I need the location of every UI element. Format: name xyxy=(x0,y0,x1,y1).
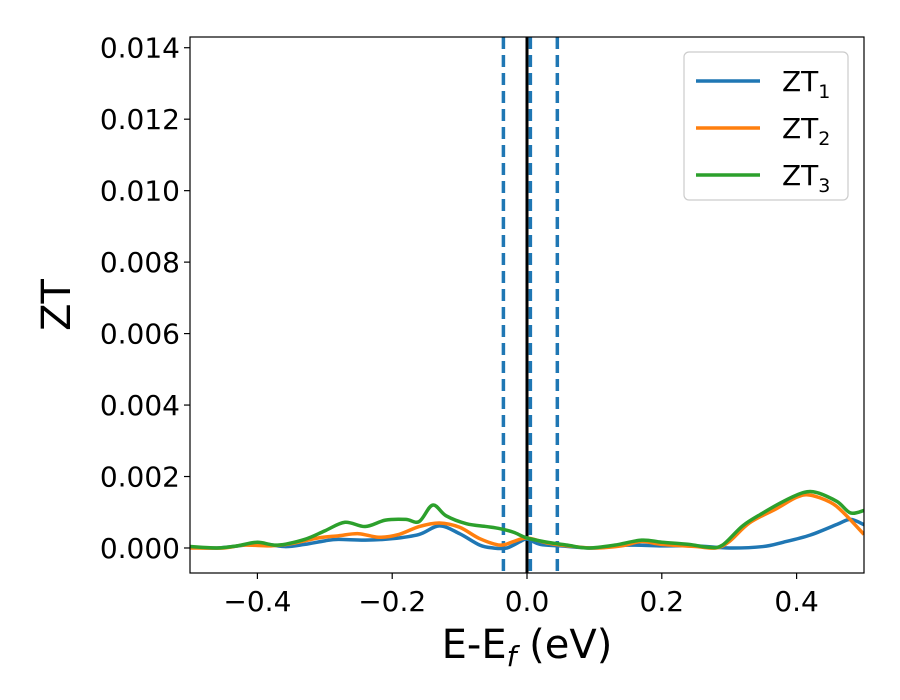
x-tick-label: 0.2 xyxy=(640,585,685,618)
y-tick-label: 0.004 xyxy=(100,389,180,422)
x-tick-label: −0.2 xyxy=(358,585,426,618)
x-tick-label: 0.0 xyxy=(505,585,550,618)
legend-label-zt1: ZT1 xyxy=(782,65,830,103)
legend: ZT1 ZT2 ZT3 xyxy=(683,51,849,201)
x-axis-ticks: −0.4 −0.2 0.0 0.2 0.4 xyxy=(223,573,819,618)
y-axis-title: ZT xyxy=(34,279,80,331)
y-tick-label: 0.008 xyxy=(100,246,180,279)
y-tick-label: 0.002 xyxy=(100,461,180,494)
y-tick-label: 0.010 xyxy=(100,175,180,208)
y-tick-label: 0.014 xyxy=(100,32,180,65)
y-tick-label: 0.006 xyxy=(100,318,180,351)
x-tick-label: −0.4 xyxy=(223,585,291,618)
y-axis-ticks: 0.000 0.002 0.004 0.006 0.008 0.010 0.012 0.014 xyxy=(100,32,190,565)
reference-lines xyxy=(501,37,560,573)
legend-box xyxy=(683,51,849,201)
legend-label-zt3: ZT3 xyxy=(782,159,830,197)
x-axis-title-suffix: (eV) xyxy=(516,622,612,668)
x-axis-title-main: E-E xyxy=(442,622,507,668)
x-axis-title: E-Ef (eV) xyxy=(442,622,613,673)
legend-label-zt2: ZT2 xyxy=(782,112,830,150)
y-tick-label: 0.012 xyxy=(100,103,180,136)
x-tick-label: 0.4 xyxy=(774,585,819,618)
series-layer xyxy=(190,489,864,551)
series-line-zt3 xyxy=(190,489,864,550)
series-line-zt1 xyxy=(190,517,864,551)
y-tick-label: 0.000 xyxy=(100,532,180,565)
